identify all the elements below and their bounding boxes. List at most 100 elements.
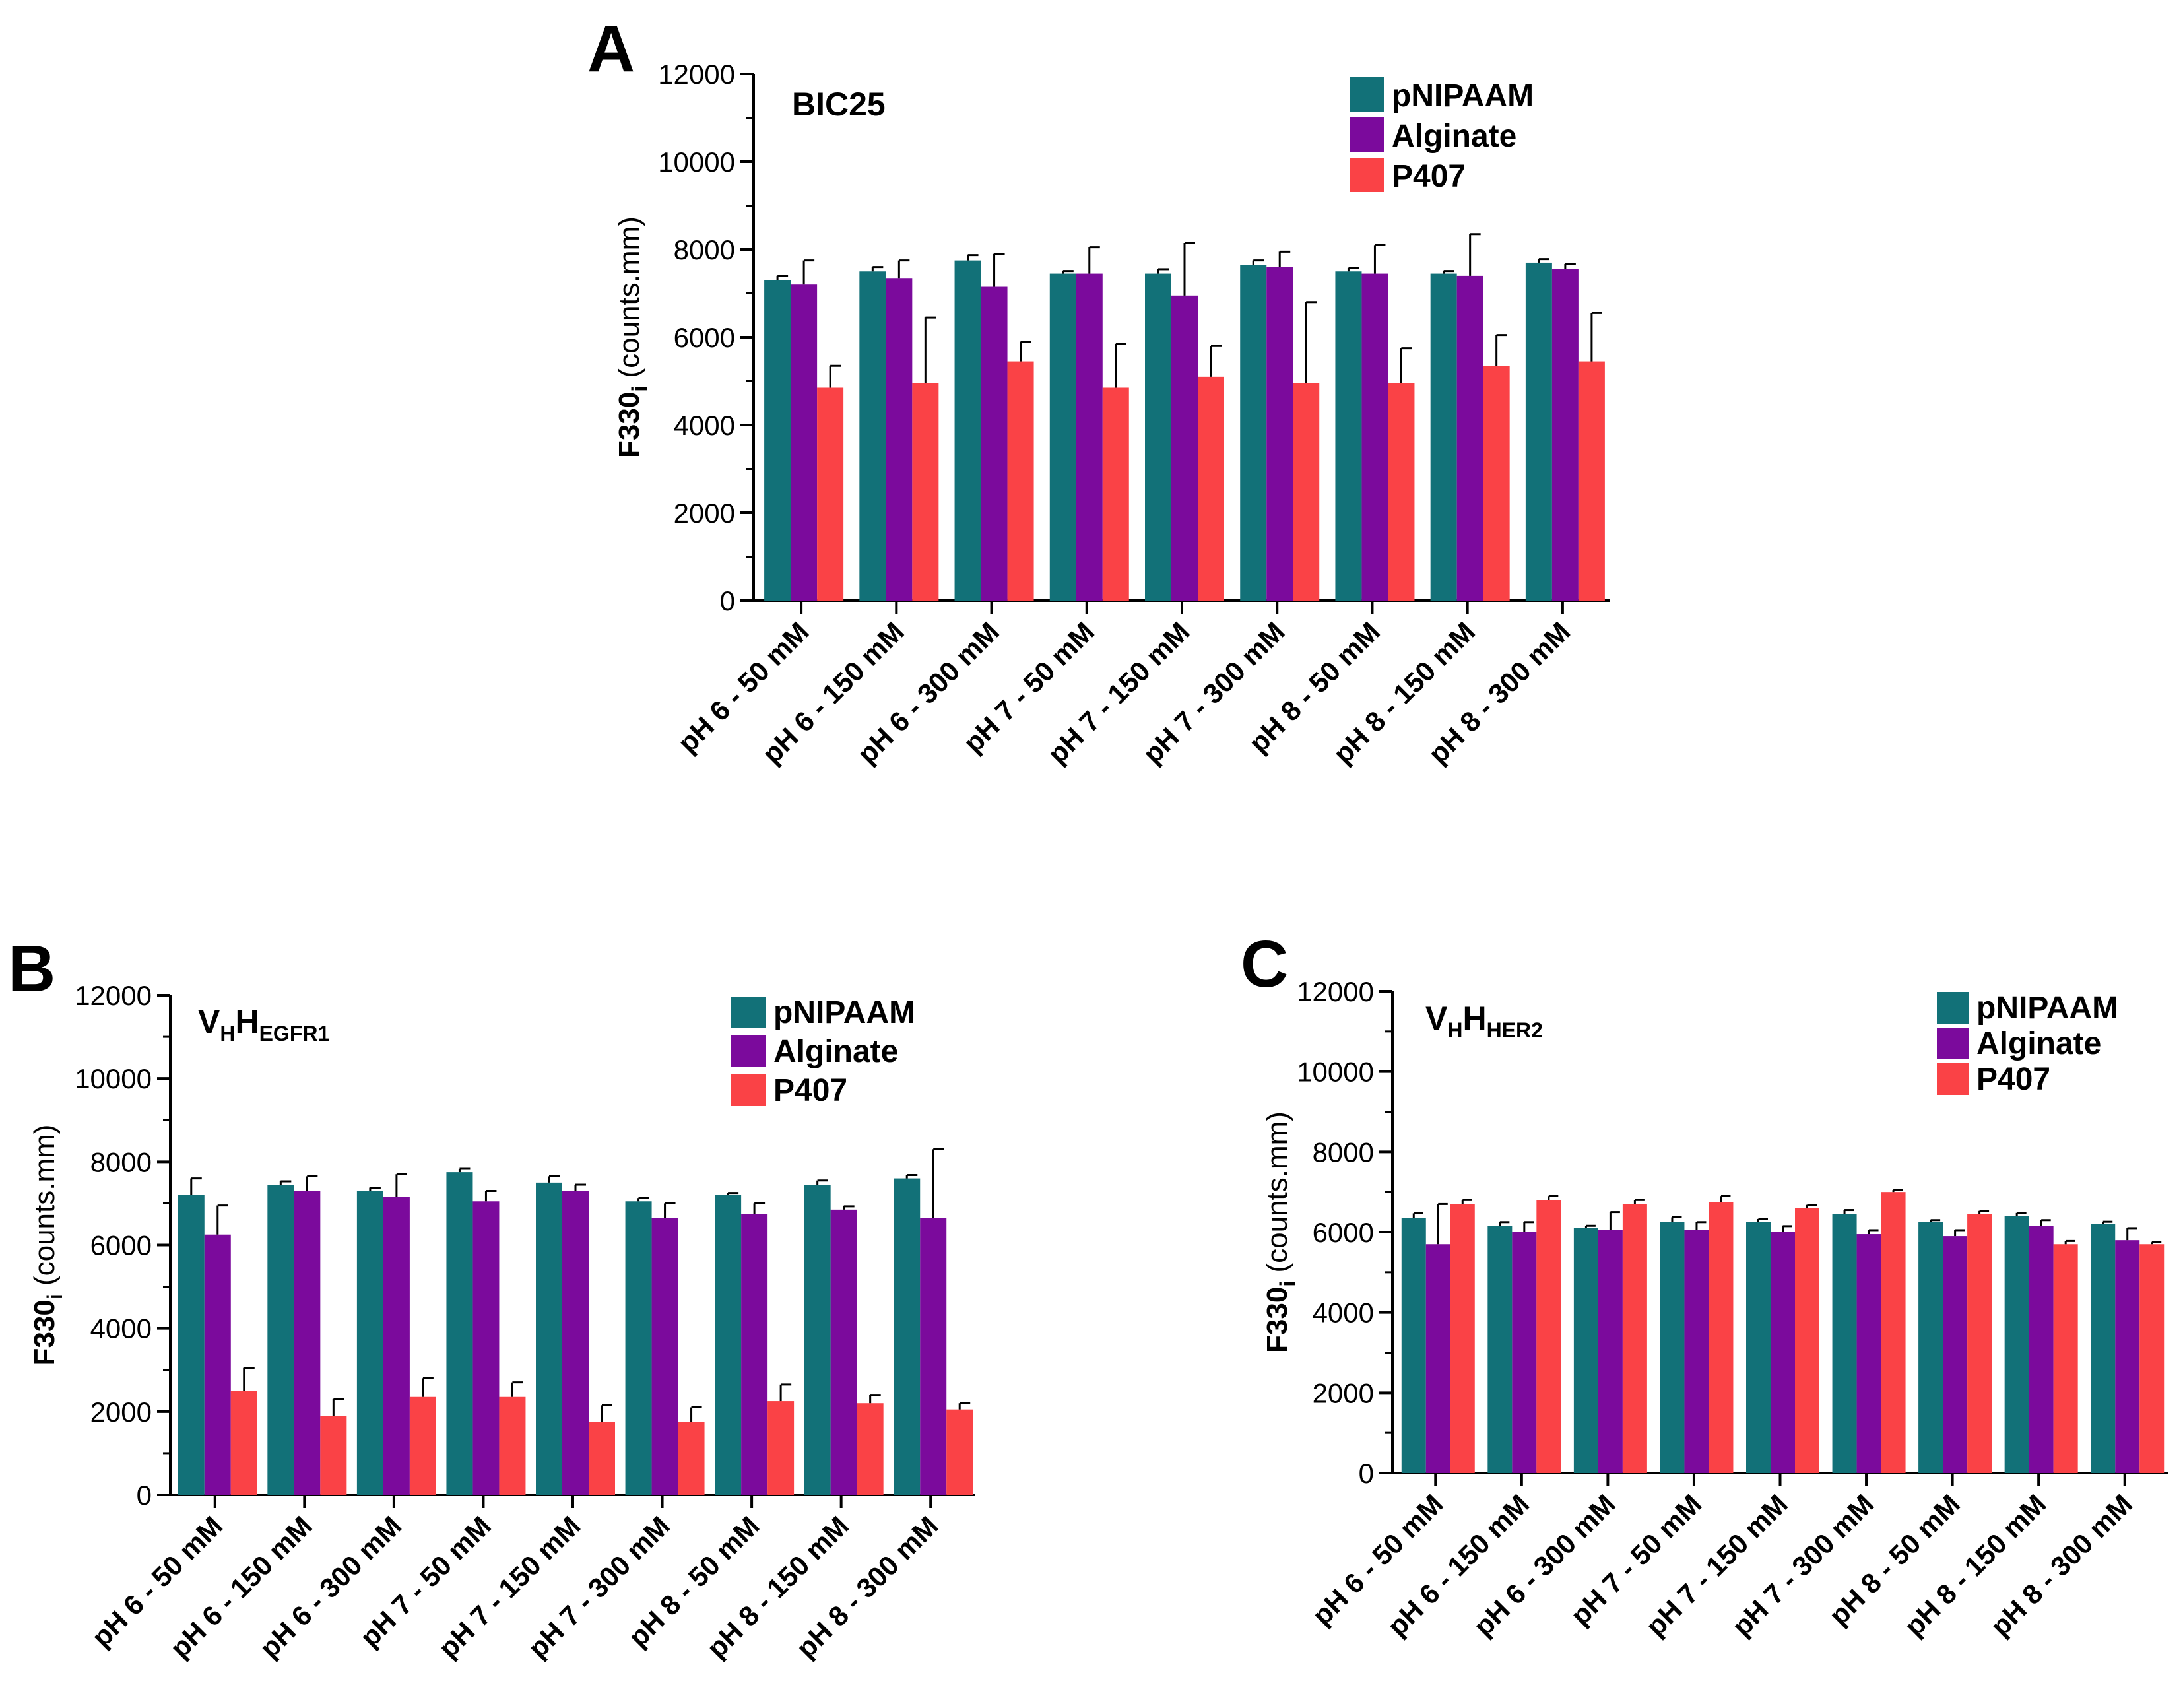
panel-c-bar-pnipaam — [1832, 1214, 1857, 1473]
panel-c-legend-label-p407: P407 — [1976, 1062, 2050, 1097]
panel-b-title-sub2: EGFR1 — [259, 1022, 330, 1045]
panel-c-bar-pnipaam — [1660, 1222, 1685, 1473]
panel-a-bar-alginate — [791, 284, 818, 601]
panel-a-bar-pnipaam — [1240, 265, 1267, 601]
panel-a-bar-p407 — [1198, 376, 1224, 601]
panel-b-ytick-label: 0 — [137, 1480, 152, 1511]
panel-c-bar-p407 — [2053, 1244, 2078, 1473]
panel-c-bar-p407 — [1450, 1204, 1475, 1473]
panel-c-title-v: V — [1425, 1000, 1448, 1037]
panel-c-ytick-label: 12000 — [1297, 976, 1374, 1007]
panel-b-bar-pnipaam — [267, 1185, 294, 1495]
panel-a-bar-alginate — [886, 278, 913, 601]
panel-b-bar-p407 — [499, 1396, 526, 1495]
panel-b-letter: B — [8, 932, 55, 1006]
panel-b-title-v: V — [198, 1003, 220, 1040]
panel-b-bar-p407 — [409, 1396, 436, 1495]
panel-b-bar-alginate — [920, 1218, 947, 1495]
panel-b-legend-label-pnipaam: pNIPAAM — [773, 995, 915, 1030]
panel-c-bar-pnipaam — [1918, 1222, 1943, 1473]
panel-b-bar-alginate — [294, 1191, 321, 1495]
panel-b-bar-pnipaam — [804, 1185, 831, 1495]
panel-a-bar-alginate — [1266, 267, 1293, 601]
panel-b-bar-p407 — [589, 1422, 615, 1495]
panel-a-ytick-label: 12000 — [658, 59, 735, 90]
panel-b-title-sub1: H — [220, 1022, 235, 1045]
panel-a-ytick-label: 10000 — [658, 147, 735, 178]
panel-b-bar-alginate — [830, 1209, 857, 1495]
panel-c-bar-pnipaam — [1487, 1226, 1513, 1473]
panel-b-bar-p407 — [320, 1416, 347, 1495]
panel-a-bar-p407 — [1388, 383, 1415, 601]
panel-c-title: VHHHER2 — [1425, 1000, 1543, 1042]
panel-a-legend-swatch-p407 — [1350, 158, 1384, 192]
panel-c-bar-alginate — [1856, 1234, 1881, 1473]
panel-c-bar-alginate — [2115, 1240, 2140, 1473]
panel-a-bar-alginate — [1361, 273, 1388, 601]
panel-b-bar-p407 — [230, 1391, 257, 1495]
panel-a-bar-pnipaam — [954, 260, 981, 601]
panel-b-ytick-label: 8000 — [90, 1146, 152, 1177]
panel-a-bar-p407 — [1102, 387, 1129, 601]
panel-a-legend-label-pnipaam: pNIPAAM — [1392, 79, 1534, 114]
panel-b-ytick-label: 2000 — [90, 1396, 152, 1428]
panel-a-ylabel-units: (counts.mm) — [613, 216, 645, 386]
panel-c-bar-alginate — [1684, 1230, 1709, 1473]
panel-b-legend-swatch-pnipaam — [731, 997, 766, 1028]
panel-a-ylabel-sub: i — [628, 386, 651, 392]
panel-c-ylabel-sub: i — [1276, 1281, 1299, 1287]
panel-a-bar-p407 — [1483, 366, 1510, 601]
panel-b-bar-alginate — [651, 1218, 678, 1495]
panel-b-ylabel-units: (counts.mm) — [28, 1125, 61, 1294]
panel-b-bar-p407 — [857, 1403, 884, 1495]
panel-b-bar-p407 — [767, 1401, 795, 1495]
panel-c-title-sub1: H — [1447, 1018, 1462, 1042]
panel-a-legend-swatch-pnipaam — [1350, 77, 1384, 112]
panel-c-ytick-label: 6000 — [1313, 1217, 1374, 1248]
panel-b-bar-pnipaam — [178, 1195, 205, 1495]
panel-a-legend-label-p407: P407 — [1392, 159, 1466, 194]
panel-b-ylabel: F330i (counts.mm) — [28, 1125, 67, 1366]
panel-c-legend-label-alginate: Alginate — [1976, 1026, 2101, 1061]
panel-b-bar-alginate — [472, 1201, 500, 1495]
panel-c-letter: C — [1241, 927, 1288, 1001]
panel-a-bar-alginate — [1456, 275, 1483, 601]
panel-c-bar-p407 — [1622, 1204, 1647, 1473]
panel-a-bar-p407 — [817, 387, 844, 601]
panel-a-bar-pnipaam — [1430, 273, 1457, 601]
panel-a-bar-alginate — [1076, 273, 1103, 601]
panel-c-legend-swatch-alginate — [1937, 1028, 1969, 1059]
panel-c-bar-alginate — [1512, 1232, 1537, 1473]
panel-b-title: VHHEGFR1 — [198, 1003, 329, 1045]
panel-c-bar-p407 — [1795, 1208, 1819, 1473]
panel-a-ylabel: F330i (counts.mm) — [613, 216, 651, 458]
panel-a-ytick-label: 6000 — [674, 322, 735, 353]
panel-c-bar-alginate — [1598, 1230, 1623, 1473]
panel-b-bar-alginate — [741, 1214, 768, 1495]
panel-c-bar-pnipaam — [1746, 1222, 1771, 1473]
panel-b-bar-p407 — [946, 1409, 973, 1495]
panel-a-ytick-label: 8000 — [674, 234, 735, 265]
panel-c-bar-p407 — [1536, 1200, 1561, 1473]
panel-a-bar-p407 — [1007, 361, 1034, 601]
panel-b-ytick-label: 6000 — [90, 1230, 152, 1261]
panel-a-ytick-label: 4000 — [674, 410, 735, 441]
panel-b-ylabel-sub: i — [43, 1294, 67, 1299]
panel-c-bar-alginate — [1425, 1244, 1450, 1473]
panel-a-bar-alginate — [1551, 269, 1579, 601]
panel-b-bar-alginate — [383, 1197, 410, 1495]
panel-a-bar-pnipaam — [1525, 262, 1552, 601]
panel-a-bar-alginate — [981, 286, 1008, 601]
panel-c-bar-p407 — [1967, 1214, 1992, 1473]
panel-a-ytick-label: 2000 — [674, 498, 735, 529]
panel-b-bar-alginate — [562, 1191, 589, 1495]
panel-c-bar-p407 — [1881, 1192, 1906, 1473]
panel-b-bar-pnipaam — [356, 1191, 383, 1495]
panel-b-title-h: H — [235, 1003, 259, 1040]
panel-b-chart: B VHHEGFR1 020004000600080001000012000F3… — [8, 932, 975, 1664]
panel-a-chart: A BIC25 0 2000 4000 6000 8000 10000 12000 F330i… — [587, 12, 1610, 770]
panel-b-bar-p407 — [678, 1422, 705, 1495]
panel-c-bar-alginate — [2029, 1226, 2054, 1473]
panel-a-ytick-label: 0 — [720, 585, 735, 616]
